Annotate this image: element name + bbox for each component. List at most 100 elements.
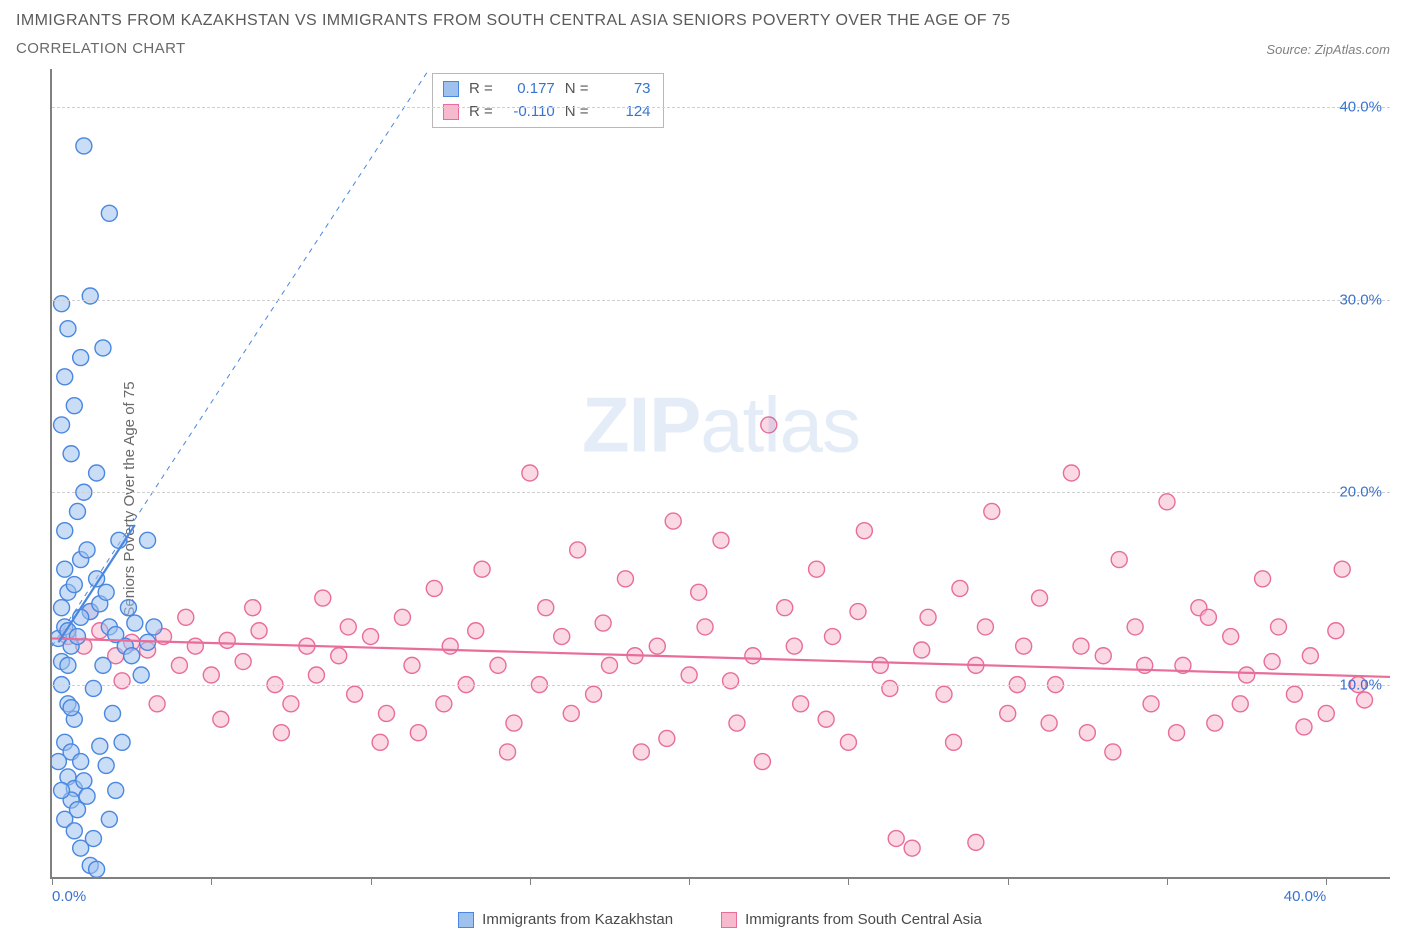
data-point — [1041, 715, 1057, 731]
data-point — [127, 615, 143, 631]
data-point — [570, 542, 586, 558]
data-point — [394, 609, 410, 625]
data-point — [474, 561, 490, 577]
data-point — [340, 619, 356, 635]
data-point — [1296, 719, 1312, 735]
data-point — [665, 513, 681, 529]
data-point — [1016, 638, 1032, 654]
data-point — [563, 705, 579, 721]
r-label-b: R = — [469, 101, 493, 124]
data-point — [1111, 552, 1127, 568]
data-point — [1032, 590, 1048, 606]
data-point — [522, 465, 538, 481]
data-point — [882, 680, 898, 696]
x-tick — [1326, 877, 1327, 885]
data-point — [1000, 705, 1016, 721]
data-point — [95, 340, 111, 356]
data-point — [79, 788, 95, 804]
data-point — [761, 417, 777, 433]
data-point — [57, 561, 73, 577]
data-point — [149, 696, 165, 712]
data-point — [187, 638, 203, 654]
data-point — [786, 638, 802, 654]
data-point — [101, 811, 117, 827]
data-point — [595, 615, 611, 631]
data-point — [347, 686, 363, 702]
data-point — [85, 680, 101, 696]
data-point — [69, 629, 85, 645]
trend-line — [52, 69, 530, 646]
data-point — [108, 782, 124, 798]
data-point — [818, 711, 834, 727]
legend-row-a: R = 0.177 N = 73 — [443, 78, 651, 101]
data-point — [1223, 629, 1239, 645]
data-point — [105, 705, 121, 721]
data-point — [659, 730, 675, 746]
data-point — [95, 657, 111, 673]
data-point — [54, 417, 70, 433]
data-point — [506, 715, 522, 731]
data-point — [54, 600, 70, 616]
data-point — [1169, 725, 1185, 741]
data-point — [363, 629, 379, 645]
data-point — [66, 398, 82, 414]
data-point — [114, 734, 130, 750]
data-point — [219, 632, 235, 648]
data-point — [936, 686, 952, 702]
data-point — [213, 711, 229, 727]
chart-title: IMMIGRANTS FROM KAZAKHSTAN VS IMMIGRANTS… — [16, 12, 1010, 30]
data-point — [120, 600, 136, 616]
data-point — [251, 623, 267, 639]
data-point — [66, 823, 82, 839]
data-point — [245, 600, 261, 616]
data-point — [633, 744, 649, 760]
data-point — [89, 465, 105, 481]
data-point — [57, 523, 73, 539]
gridline — [52, 300, 1390, 301]
x-tick — [211, 877, 212, 885]
data-point — [79, 542, 95, 558]
data-point — [793, 696, 809, 712]
data-point — [63, 700, 79, 716]
data-point — [82, 288, 98, 304]
data-point — [308, 667, 324, 683]
chart-subtitle: CORRELATION CHART — [16, 40, 1010, 57]
title-block: IMMIGRANTS FROM KAZAKHSTAN VS IMMIGRANTS… — [16, 12, 1010, 57]
data-point — [133, 667, 149, 683]
r-value-b: -0.110 — [503, 101, 555, 124]
data-point — [554, 629, 570, 645]
y-tick-label: 30.0% — [1339, 291, 1382, 308]
gridline — [52, 107, 1390, 108]
data-point — [89, 861, 105, 877]
y-tick-label: 10.0% — [1339, 676, 1382, 693]
data-point — [1063, 465, 1079, 481]
data-point — [171, 657, 187, 673]
data-point — [1143, 696, 1159, 712]
data-point — [825, 629, 841, 645]
data-point — [490, 657, 506, 673]
data-point — [1207, 715, 1223, 731]
data-point — [98, 584, 114, 600]
gridline — [52, 492, 1390, 493]
y-tick-label: 40.0% — [1339, 99, 1382, 116]
data-point — [1127, 619, 1143, 635]
data-point — [856, 523, 872, 539]
data-point — [69, 503, 85, 519]
x-tick — [371, 877, 372, 885]
data-point — [372, 734, 388, 750]
data-point — [1334, 561, 1350, 577]
data-point — [697, 619, 713, 635]
data-point — [92, 738, 108, 754]
data-point — [920, 609, 936, 625]
data-point — [273, 725, 289, 741]
series-legend: Immigrants from Kazakhstan Immigrants fr… — [50, 911, 1390, 928]
x-tick — [848, 877, 849, 885]
data-point — [1095, 648, 1111, 664]
data-point — [76, 138, 92, 154]
data-point — [1302, 648, 1318, 664]
data-point — [713, 532, 729, 548]
data-point — [283, 696, 299, 712]
data-point — [73, 754, 89, 770]
plot-area: ZIPatlas R = 0.177 N = 73 R = -0.110 N =… — [50, 69, 1390, 879]
trend-line — [52, 638, 1390, 676]
